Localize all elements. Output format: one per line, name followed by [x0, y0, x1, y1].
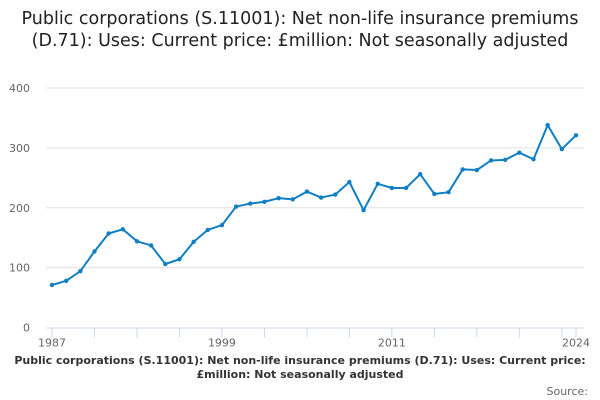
series-line: [51, 124, 577, 286]
data-point: [347, 179, 352, 185]
data-point: [49, 282, 55, 288]
data-point: [63, 278, 69, 283]
data-point: [545, 122, 550, 128]
data-point: [191, 239, 196, 245]
data-point: [446, 189, 451, 195]
data-point: [517, 150, 522, 155]
y-tick-label: 300: [9, 142, 30, 155]
data-point: [78, 269, 83, 274]
data-point: [333, 192, 338, 197]
x-tick-label: 2011: [378, 337, 406, 350]
legend-label: Public corporations (S.11001): Net non-l…: [14, 354, 586, 381]
y-tick-label: 0: [23, 322, 30, 335]
data-point: [460, 167, 465, 172]
data-point: [361, 207, 366, 213]
data-point: [248, 201, 253, 206]
data-point: [134, 239, 140, 244]
data-point: [559, 146, 565, 152]
data-point: [573, 133, 579, 138]
y-tick-label: 400: [9, 82, 30, 95]
data-point: [488, 158, 494, 163]
data-point: [120, 227, 126, 232]
data-point: [418, 172, 423, 177]
data-point: [304, 189, 310, 194]
data-point: [219, 222, 225, 228]
chart-title: Public corporations (S.11001): Net non-l…: [21, 9, 579, 51]
source-label: Source:: [546, 385, 589, 398]
data-point: [177, 257, 182, 262]
y-tick-label: 100: [9, 262, 30, 275]
data-point: [432, 191, 437, 197]
x-tick-label: 2024: [562, 337, 590, 350]
line-chart: 0 100 200 300 400 1987 1999 2011 2024: [9, 82, 590, 350]
data-point: [163, 261, 168, 267]
data-point: [531, 157, 536, 162]
data-point: [205, 227, 210, 233]
data-point: [318, 195, 324, 200]
y-tick-label: 200: [9, 202, 30, 215]
data-point: [92, 249, 97, 254]
data-point: [276, 195, 281, 201]
data-point: [403, 185, 409, 191]
data-point: [375, 181, 380, 186]
x-tick-label: 1987: [38, 337, 66, 350]
data-point: [106, 231, 111, 236]
data-point: [389, 185, 395, 191]
data-point: [290, 197, 295, 202]
data-point: [148, 243, 154, 248]
data-point: [262, 199, 267, 204]
x-tick-label: 1999: [208, 337, 236, 350]
data-point: [502, 157, 508, 163]
data-point: [474, 167, 480, 173]
data-point: [233, 204, 239, 209]
